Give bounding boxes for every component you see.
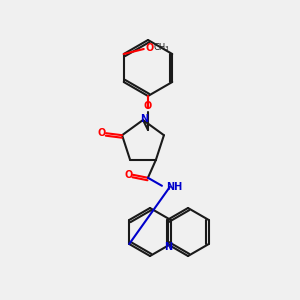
Text: N: N: [140, 114, 148, 124]
Text: O: O: [146, 43, 154, 53]
Text: CH₃: CH₃: [154, 44, 169, 52]
Text: O: O: [98, 128, 106, 138]
Text: O: O: [125, 170, 133, 180]
Text: N: N: [164, 242, 172, 252]
Text: NH: NH: [166, 182, 182, 192]
Text: O: O: [144, 101, 152, 111]
